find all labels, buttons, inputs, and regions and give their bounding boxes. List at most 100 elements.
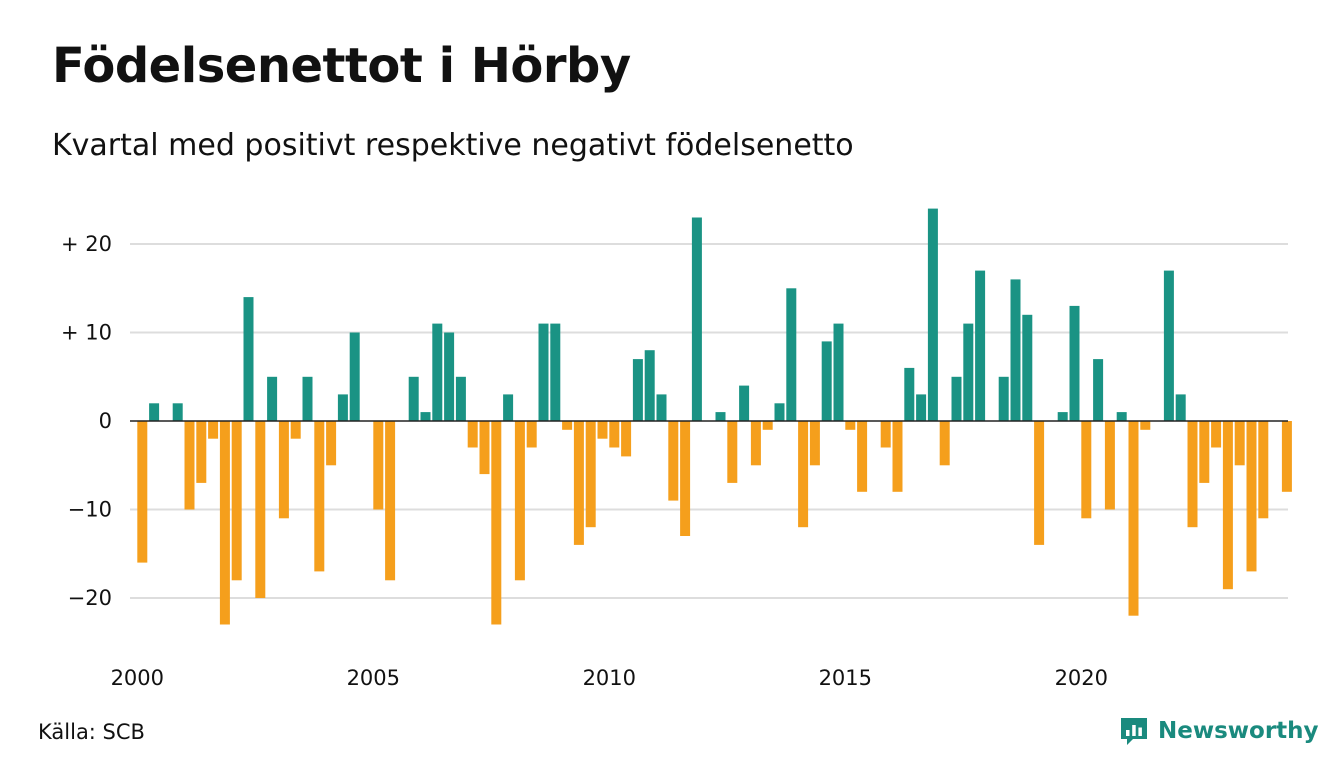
gridlines	[130, 243, 1288, 599]
bar-positive	[538, 323, 549, 421]
bar-positive	[1175, 394, 1186, 421]
bar-negative	[255, 421, 266, 598]
bar-positive	[927, 208, 938, 421]
bar-negative	[526, 421, 537, 448]
bar-positive	[904, 367, 915, 421]
bar-negative	[290, 421, 301, 439]
bar-positive	[503, 394, 514, 421]
bar-chart: + 20 + 10 0 −10 −20 2000 2005 2010 2015 2020	[61, 208, 1292, 690]
bar-negative	[184, 421, 195, 510]
bar-negative	[1199, 421, 1210, 483]
bar-negative	[762, 421, 773, 430]
bar-negative	[750, 421, 761, 466]
bar-positive	[691, 217, 702, 421]
bar-negative	[880, 421, 891, 448]
bar-negative	[892, 421, 903, 492]
y-tick-label: −20	[68, 586, 112, 610]
bar-negative	[196, 421, 207, 483]
bar-negative	[1081, 421, 1092, 519]
bar-positive	[172, 403, 183, 421]
bar-negative	[809, 421, 820, 466]
bar-series	[137, 208, 1292, 625]
bar-negative	[597, 421, 608, 439]
chart-subtitle: Kvartal med positivt respektive negativt…	[52, 128, 854, 163]
bar-positive	[267, 376, 278, 422]
bar-negative	[1281, 421, 1292, 492]
bar-positive	[786, 288, 797, 422]
bar-positive	[302, 376, 313, 422]
y-tick-label: + 20	[61, 232, 112, 256]
bar-positive	[656, 394, 667, 421]
bar-negative	[1034, 421, 1045, 545]
x-tick-label: 2010	[583, 666, 636, 690]
newsworthy-logo-icon	[1121, 718, 1147, 745]
brand-name: Newsworthy	[1158, 718, 1319, 744]
bar-negative	[373, 421, 384, 510]
bar-negative	[208, 421, 219, 439]
bar-positive	[774, 403, 785, 421]
bar-positive	[821, 341, 832, 421]
bar-negative	[1140, 421, 1151, 430]
bar-positive	[975, 270, 986, 421]
bar-negative	[727, 421, 738, 483]
bar-positive	[432, 323, 443, 421]
bar-positive	[550, 323, 561, 421]
bar-negative	[278, 421, 289, 519]
y-tick-label: −10	[68, 498, 112, 522]
bar-negative	[1222, 421, 1233, 590]
bar-positive	[337, 394, 348, 421]
bar-positive	[963, 323, 974, 421]
bar-negative	[562, 421, 573, 430]
bar-negative	[609, 421, 620, 448]
bar-positive	[1116, 412, 1127, 421]
bar-negative	[585, 421, 596, 528]
bar-positive	[349, 332, 360, 421]
bar-negative	[845, 421, 856, 430]
bar-positive	[1022, 314, 1033, 421]
source-note: Källa: SCB	[38, 720, 145, 744]
brand-logo: Newsworthy	[1118, 714, 1319, 748]
x-tick-label: 2005	[347, 666, 400, 690]
bar-negative	[680, 421, 691, 536]
bar-negative	[1187, 421, 1198, 528]
bar-negative	[514, 421, 525, 581]
y-tick-label: + 10	[61, 321, 112, 345]
bar-negative	[219, 421, 230, 625]
bar-positive	[455, 376, 466, 422]
bar-negative	[857, 421, 868, 492]
bar-positive	[644, 350, 655, 421]
axes: + 20 + 10 0 −10 −20 2000 2005 2010 2015 2020	[61, 232, 1288, 690]
bar-positive	[1163, 270, 1174, 421]
bar-positive	[739, 385, 750, 421]
bar-positive	[444, 332, 455, 421]
bar-positive	[632, 359, 643, 421]
chart-title: Födelsenettot i Hörby	[52, 38, 631, 94]
bar-negative	[137, 421, 148, 563]
x-tick-label: 2015	[819, 666, 872, 690]
bar-positive	[833, 323, 844, 421]
bar-negative	[1258, 421, 1269, 519]
bar-positive	[1069, 305, 1080, 421]
bar-negative	[479, 421, 490, 475]
bar-positive	[1010, 279, 1021, 421]
bar-negative	[467, 421, 478, 448]
bar-negative	[231, 421, 242, 581]
x-tick-label: 2000	[111, 666, 164, 690]
bar-negative	[573, 421, 584, 545]
bar-negative	[621, 421, 632, 457]
bar-negative	[1104, 421, 1115, 510]
bar-positive	[420, 412, 431, 421]
bar-positive	[916, 394, 927, 421]
bar-positive	[1057, 412, 1068, 421]
bar-negative	[491, 421, 502, 625]
bar-negative	[385, 421, 396, 581]
bar-positive	[998, 376, 1009, 422]
bar-positive	[408, 376, 419, 422]
bar-positive	[243, 297, 254, 421]
bar-positive	[715, 412, 726, 421]
bar-negative	[326, 421, 337, 466]
y-tick-label: 0	[99, 409, 112, 433]
bar-negative	[314, 421, 325, 572]
bar-negative	[939, 421, 950, 466]
bar-negative	[1246, 421, 1257, 572]
